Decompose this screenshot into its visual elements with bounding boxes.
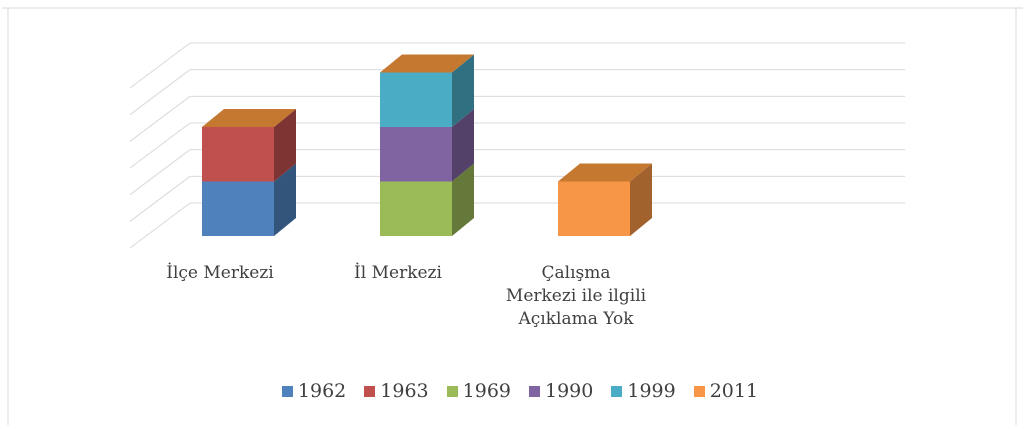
grid-line [129, 122, 191, 169]
legend-item: 1969 [446, 380, 511, 402]
bar-front [380, 181, 452, 236]
bar-top [380, 54, 474, 73]
bar-front [380, 72, 452, 127]
bar-side [274, 163, 296, 236]
bar-top [558, 163, 652, 182]
grid-line [129, 69, 191, 116]
x-tick-label: İl Merkezi [354, 263, 442, 283]
legend-swatch [446, 385, 458, 397]
bar-side [452, 54, 474, 127]
legend-label: 1963 [380, 380, 429, 402]
legend-label: 1962 [297, 380, 347, 402]
x-tick-label: Çalışma Merkezi ile ilgili Açıklama Yok [505, 263, 647, 329]
legend-swatch [529, 385, 540, 397]
bar-side [274, 109, 296, 182]
legend-item: 2011 [693, 380, 759, 402]
legend-item: 1999 [611, 380, 676, 402]
bar-front [202, 127, 274, 182]
legend-swatch [693, 385, 705, 397]
bar-side [452, 163, 474, 236]
grid-line [129, 175, 191, 222]
legend-swatch [611, 385, 623, 397]
bar-front [380, 127, 452, 182]
bar-side [452, 109, 474, 182]
legend-label: 1999 [627, 380, 676, 402]
grid-line [129, 95, 191, 142]
grid-line [129, 42, 191, 89]
bar-side [630, 163, 652, 236]
legend-item: 1990 [529, 380, 593, 402]
grid-line [129, 149, 191, 196]
x-tick-label: İlçe Merkezi [166, 263, 274, 283]
legend-label: 1990 [545, 380, 594, 402]
bar-top [202, 109, 296, 127]
legend-swatch [281, 385, 293, 397]
legend: 1962 1963 1969 1990 1999 2011 [0, 380, 1023, 402]
legend-swatch [364, 385, 376, 397]
bar-front [558, 181, 630, 236]
legend-label: 1969 [462, 380, 511, 402]
grid-line [129, 202, 191, 249]
legend-item: 1962 [281, 380, 347, 402]
legend-item: 1963 [364, 380, 429, 402]
legend-label: 2011 [709, 380, 759, 402]
bar-front [202, 181, 274, 236]
